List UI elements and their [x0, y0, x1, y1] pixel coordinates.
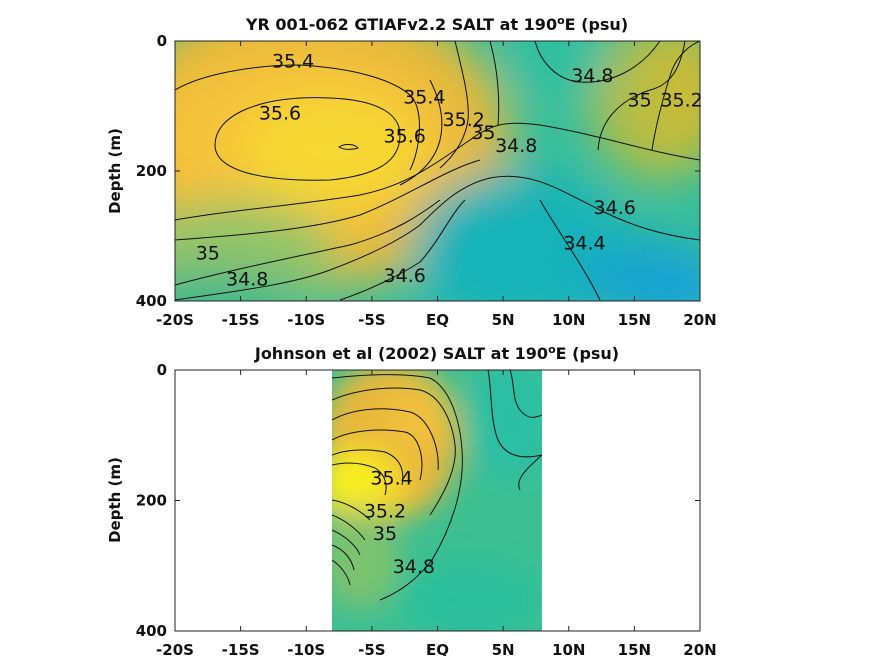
- top-heatmap: [175, 41, 700, 301]
- top-x-tick-label: 10N: [552, 311, 585, 329]
- bottom-x-tick-label: 15N: [618, 641, 651, 656]
- top-contour-label: 34.8: [495, 135, 537, 157]
- top-y-tick-label: 200: [136, 162, 167, 180]
- top-contour-label: 34.8: [226, 268, 268, 290]
- top-contour-label: 35: [471, 122, 495, 144]
- bottom-tick-marks: -20S -15S -10S -5S EQ 5N 10N 15N 20N 0 200 400: [136, 361, 717, 656]
- top-contour-label: 35.6: [259, 103, 301, 125]
- top-contour-label: 35.2: [660, 90, 702, 112]
- top-y-tick-label: 400: [136, 292, 167, 310]
- bottom-contour-label: 34.8: [393, 556, 435, 578]
- top-contour-label: 35.6: [384, 125, 426, 147]
- top-tick-marks: -20S -15S -10S -5S EQ 5N 10N 15N 20N 0 200 400: [136, 32, 717, 329]
- top-x-tick-label: 5N: [492, 311, 515, 329]
- bottom-y-axis-label: Depth (m): [106, 457, 124, 543]
- top-panel: -20S -15S -10S -5S EQ 5N 10N 15N 20N 0 200 400 35.4…: [106, 14, 717, 329]
- top-contour-label: 34.8: [571, 65, 613, 87]
- top-contour-label: 35: [628, 90, 652, 112]
- top-contour-label: 35.2: [443, 109, 485, 131]
- top-x-tick-label: 20N: [683, 311, 716, 329]
- bottom-x-tick-label: -20S: [156, 641, 194, 656]
- bottom-x-tick-label: -5S: [358, 641, 385, 656]
- bottom-y-tick-label: 0: [157, 361, 167, 379]
- bottom-x-tick-label: 5N: [492, 641, 515, 656]
- top-contour-label: 34.6: [594, 197, 636, 219]
- bottom-x-tick-label: -10S: [287, 641, 325, 656]
- top-x-tick-label: -20S: [156, 311, 194, 329]
- top-x-tick-label: EQ: [426, 311, 449, 329]
- bottom-contour-label: 35.4: [370, 468, 412, 490]
- top-contours: [175, 41, 700, 301]
- top-y-tick-label: 0: [157, 32, 167, 50]
- top-contour-label: 35.4: [403, 86, 445, 108]
- top-x-tick-label: -15S: [222, 311, 260, 329]
- top-x-tick-label: -5S: [358, 311, 385, 329]
- bottom-y-tick-label: 200: [136, 492, 167, 510]
- top-contour-label: 34.4: [563, 233, 605, 255]
- bottom-contours: [332, 370, 542, 601]
- bottom-x-tick-label: 20N: [683, 641, 716, 656]
- bottom-title: Johnson et al (2002) SALT at 190oE (psu): [254, 343, 619, 363]
- bottom-heatmap: [332, 370, 542, 631]
- bottom-x-tick-label: 10N: [552, 641, 585, 656]
- bottom-contour-label: 35: [373, 523, 397, 545]
- bottom-x-tick-label: -15S: [222, 641, 260, 656]
- top-contour-label: 34.6: [384, 265, 426, 287]
- bottom-x-tick-label: EQ: [426, 641, 449, 656]
- bottom-contour-label: 35.2: [364, 500, 406, 522]
- top-y-axis-label: Depth (m): [106, 128, 124, 214]
- bottom-contour-labels: 35.4 35.235 34.8: [364, 468, 435, 578]
- top-x-tick-label: 15N: [618, 311, 651, 329]
- bottom-y-tick-label: 400: [136, 622, 167, 640]
- top-contour-label: 35.4: [272, 51, 314, 73]
- top-title: YR 001-062 GTIAFv2.2 SALT at 190oE (psu): [245, 14, 628, 34]
- top-contour-label: 35: [196, 242, 220, 264]
- top-x-tick-label: -10S: [287, 311, 325, 329]
- bottom-panel: -20S -15S -10S -5S EQ 5N 10N 15N 20N 0 200 400 35.4…: [106, 343, 717, 656]
